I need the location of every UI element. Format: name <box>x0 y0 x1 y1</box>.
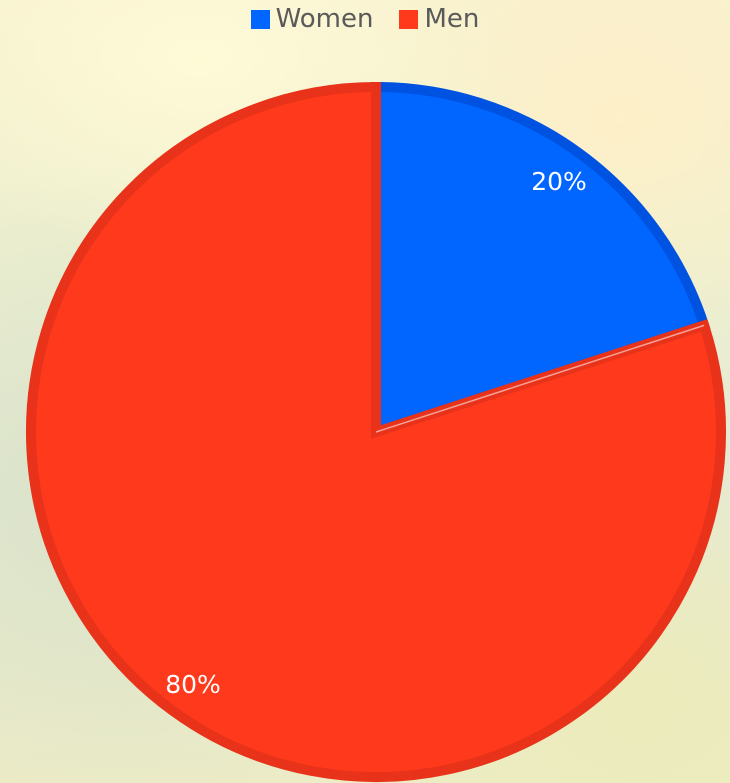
legend-label-men: Men <box>424 4 480 34</box>
legend-swatch-women <box>250 9 270 29</box>
slice-separator <box>375 324 705 433</box>
pie-slice-men <box>26 81 726 782</box>
legend-swatch-men <box>399 9 419 29</box>
legend-item-men: Men <box>399 4 479 34</box>
legend-label-women: Women <box>275 4 374 34</box>
legend-item-women: Women <box>250 4 374 34</box>
slice-label-women: 20% <box>531 167 587 196</box>
slice-label-men: 80% <box>165 670 221 699</box>
legend: Women Men <box>0 4 730 34</box>
pie-slice-women <box>371 81 711 439</box>
